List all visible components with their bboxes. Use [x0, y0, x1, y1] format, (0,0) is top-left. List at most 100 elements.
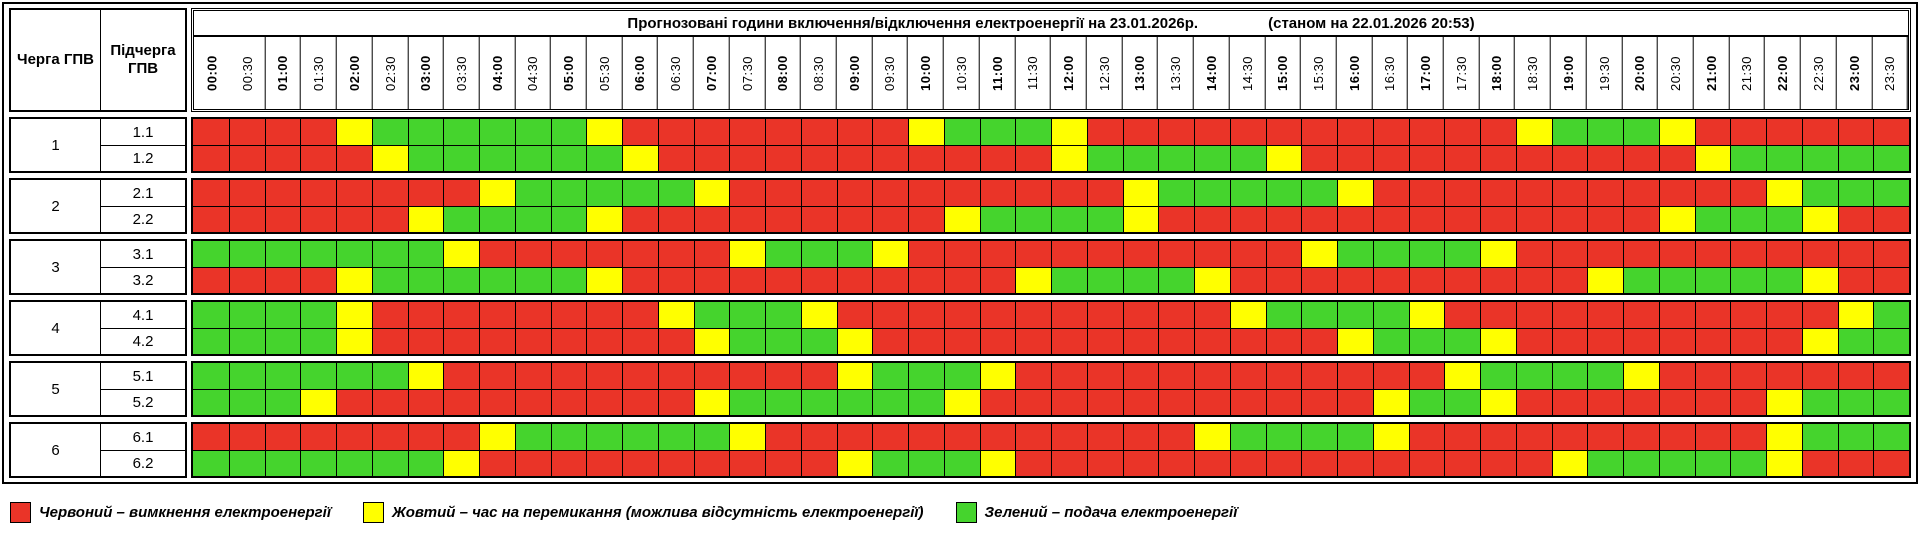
slot-cell-4.2-02:00	[336, 328, 372, 354]
queue-column-header: Черга ГПВ	[11, 10, 101, 110]
slot-cell-1.2-09:30	[872, 145, 908, 171]
slot-cell-4.2-03:00	[407, 328, 444, 354]
slot-cell-1.2-02:00	[336, 145, 372, 171]
slot-cell-6.2-22:30	[1801, 450, 1838, 476]
slot-cell-2.1-12:00	[1051, 180, 1087, 206]
slot-cell-3.2-01:00	[264, 267, 301, 293]
slot-cell-1.1-01:30	[300, 119, 336, 145]
slot-cell-2.2-03:00	[407, 206, 444, 232]
slot-cell-6.1-04:30	[514, 424, 551, 450]
group-slot-grid	[191, 239, 1911, 295]
slot-cell-1.1-07:30	[729, 119, 765, 145]
slot-cell-2.1-07:00	[693, 180, 730, 206]
time-label-22:00: 22:00	[1765, 37, 1801, 109]
time-label-21:30: 21:30	[1729, 37, 1766, 109]
slot-cell-2.1-16:00	[1337, 180, 1373, 206]
slot-cell-3.1-11:00	[979, 241, 1016, 267]
slot-cell-4.1-18:30	[1515, 302, 1552, 328]
slot-cell-5.2-18:00	[1480, 389, 1516, 415]
slot-cell-2.1-02:30	[371, 180, 408, 206]
slot-cell-4.2-07:00	[693, 328, 730, 354]
slot-cell-5.2-20:00	[1623, 389, 1659, 415]
queue-number: 1	[11, 119, 101, 171]
slot-cell-5.2-15:30	[1301, 389, 1337, 415]
slot-cell-1.2-15:00	[1265, 145, 1302, 171]
slot-cell-5.1-14:30	[1229, 363, 1266, 389]
slot-cell-6.1-11:30	[1015, 424, 1051, 450]
slot-cell-3.2-15:00	[1265, 267, 1302, 293]
slot-cell-1.2-05:00	[550, 145, 587, 171]
slot-cell-1.2-11:30	[1015, 145, 1051, 171]
subqueue-label-3.1: 3.1	[132, 245, 154, 263]
slot-cell-5.2-06:30	[657, 389, 694, 415]
slot-cell-6.2-18:00	[1480, 450, 1516, 476]
group-slot-grid	[191, 361, 1911, 417]
slot-cell-1.1-11:30	[1015, 119, 1051, 145]
legend-item-green: Зелений – подача електроенергії	[955, 502, 1237, 523]
slot-cell-1.2-00:30	[228, 145, 265, 171]
slot-cell-5.1-23:00	[1837, 363, 1874, 389]
slot-cell-4.1-22:00	[1766, 302, 1802, 328]
schedule-table: Черга ГПВ Підчерга ГПВ Прогнозовані годи…	[2, 2, 1918, 484]
slot-cell-4.1-09:00	[836, 302, 873, 328]
subqueue-label-3.2: 3.2	[101, 267, 185, 293]
slot-cell-3.2-12:00	[1051, 267, 1087, 293]
slot-cell-6.2-05:30	[586, 450, 622, 476]
slot-cell-4.2-23:30	[1873, 328, 1909, 354]
group-label-box: 1 1.1 1.2	[9, 117, 187, 173]
slot-cell-2.2-20:00	[1623, 206, 1659, 232]
slot-cell-3.1-03:30	[443, 241, 479, 267]
slot-cell-1.2-13:00	[1122, 145, 1159, 171]
slot-cell-6.2-12:30	[1086, 450, 1123, 476]
slot-cell-2.1-11:30	[1015, 180, 1051, 206]
slot-cell-2.1-20:00	[1623, 180, 1659, 206]
time-label-21:00: 21:00	[1693, 37, 1730, 109]
slot-cell-4.1-14:00	[1194, 302, 1230, 328]
slot-cell-2.1-03:00	[407, 180, 444, 206]
slot-cell-5.2-16:00	[1337, 389, 1373, 415]
slot-cell-5.2-03:30	[443, 389, 479, 415]
slot-cell-4.2-13:00	[1122, 328, 1159, 354]
slot-cell-1.2-17:30	[1444, 145, 1480, 171]
slot-cell-1.2-14:00	[1194, 145, 1230, 171]
slot-cell-1.1-18:00	[1480, 119, 1516, 145]
slot-cell-6.1-21:00	[1694, 424, 1731, 450]
slot-cell-5.1-08:00	[765, 363, 801, 389]
slot-cell-3.2-12:30	[1086, 267, 1123, 293]
slot-cell-2.1-01:30	[300, 180, 336, 206]
slot-cell-5.2-21:00	[1694, 389, 1731, 415]
slot-cell-1.1-02:30	[371, 119, 408, 145]
slot-cell-6.1-06:30	[657, 424, 694, 450]
time-label-02:00: 02:00	[336, 37, 373, 109]
slot-cell-4.1-13:30	[1158, 302, 1194, 328]
slot-cell-2.1-08:30	[800, 180, 837, 206]
slot-cell-4.1-07:30	[729, 302, 765, 328]
slot-cell-4.2-16:00	[1337, 328, 1373, 354]
queue-group-1: 1 1.1 1.2	[9, 117, 1911, 173]
slot-cell-1.1-05:00	[550, 119, 587, 145]
slot-cell-2.2-12:30	[1086, 206, 1123, 232]
slot-cell-2.1-14:00	[1194, 180, 1230, 206]
slot-cell-4.1-02:30	[371, 302, 408, 328]
slot-cell-3.2-05:30	[586, 267, 622, 293]
slot-cell-2.1-21:00	[1694, 180, 1731, 206]
slot-cell-1.1-10:30	[943, 119, 980, 145]
slot-cell-3.2-07:30	[729, 267, 765, 293]
slot-cell-3.1-21:00	[1694, 241, 1731, 267]
slot-cell-3.2-10:30	[943, 267, 980, 293]
slot-cell-6.1-17:30	[1444, 424, 1480, 450]
slot-cell-4.1-05:00	[550, 302, 587, 328]
slot-cell-2.1-11:00	[979, 180, 1016, 206]
slot-cell-1.2-02:30	[371, 145, 408, 171]
slot-cell-2.2-18:00	[1480, 206, 1516, 232]
yellow-swatch	[363, 502, 384, 523]
slot-cell-3.2-23:00	[1837, 267, 1874, 293]
slot-cell-2.2-19:00	[1551, 206, 1588, 232]
time-label-20:30: 20:30	[1658, 37, 1694, 109]
slot-cell-1.2-16:00	[1337, 145, 1373, 171]
slot-cell-1.1-11:00	[979, 119, 1016, 145]
slot-cell-6.2-11:00	[979, 450, 1016, 476]
slot-cell-4.2-08:30	[800, 328, 837, 354]
slot-cell-6.1-20:30	[1658, 424, 1695, 450]
slot-cell-4.1-20:00	[1623, 302, 1659, 328]
